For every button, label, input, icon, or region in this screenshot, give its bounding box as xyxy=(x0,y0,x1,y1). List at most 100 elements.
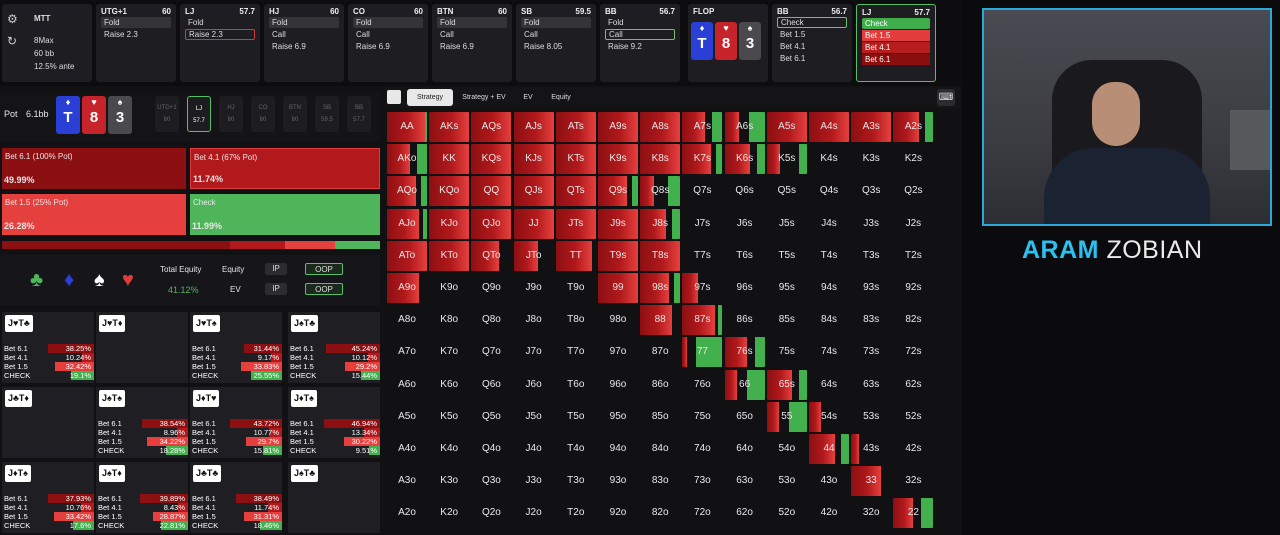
hand-cell-AJs[interactable]: AJs xyxy=(513,112,554,142)
gear-icon[interactable]: ⚙ xyxy=(7,12,18,26)
hand-cell-Q6o[interactable]: Q6o xyxy=(481,378,501,390)
hand-cell-T5s[interactable]: T5s xyxy=(778,249,796,261)
hand-cell-63o[interactable]: 63o xyxy=(736,475,753,487)
hand-cell-72o[interactable]: 72o xyxy=(694,507,711,519)
combo-card[interactable]: J♠T♠ Bet 6.1 38.54% Bet 4.1 8.96% Bet 1.5 34.2… xyxy=(96,387,188,458)
hand-cell-K8o[interactable]: K8o xyxy=(440,314,459,326)
hand-cell-92o[interactable]: 92o xyxy=(609,507,627,519)
hand-cell-K5s[interactable]: K5s xyxy=(766,144,807,175)
position-action[interactable]: Fold xyxy=(188,18,204,27)
hand-cell-52o[interactable]: 52o xyxy=(778,507,796,519)
hand-cell-98s[interactable]: 98s xyxy=(640,273,681,303)
combo-card[interactable]: J♠T♣ xyxy=(288,462,380,533)
hand-cell-J2o[interactable]: J2o xyxy=(525,507,542,519)
hand-cell-74s[interactable]: 74s xyxy=(820,346,838,358)
hand-cell-J9s[interactable]: J9s xyxy=(598,208,638,239)
strategy-option-3[interactable]: Check 11.99% xyxy=(190,194,380,235)
hand-cell-JTs[interactable]: JTs xyxy=(555,208,596,239)
bb-action-bet15[interactable]: Bet 1.5 xyxy=(780,30,806,39)
hand-cell-K2o[interactable]: K2o xyxy=(440,507,459,519)
hand-cell-K5o[interactable]: K5o xyxy=(440,410,459,422)
position-lj-postflop[interactable]: LJ 57.7 Check Bet 1.5 Bet 4.1 Bet 6.1 xyxy=(856,4,936,82)
hand-cell-K7o[interactable]: K7o xyxy=(440,346,459,358)
hand-cell-74o[interactable]: 74o xyxy=(694,443,711,454)
hand-cell-A4o[interactable]: A4o xyxy=(398,443,416,454)
hand-cell-Q8s[interactable]: Q8s xyxy=(640,176,681,207)
hand-cell-53s[interactable]: 53s xyxy=(863,410,880,422)
strategy-option-2[interactable]: Bet 1.5 (25% Pot) 26.28% xyxy=(2,194,186,235)
position-action[interactable]: Fold xyxy=(269,17,339,28)
hand-cell-J5o[interactable]: J5o xyxy=(525,410,542,422)
hand-cell-T9o[interactable]: T9o xyxy=(567,282,585,293)
hand-cell-86s[interactable]: 86s xyxy=(736,314,753,326)
hand-cell-AKo[interactable]: AKo xyxy=(387,144,427,175)
hand-cell-73s[interactable]: 73s xyxy=(863,346,880,358)
hand-cell-KK[interactable]: KK xyxy=(429,144,470,175)
ev-oop-toggle[interactable]: OOP xyxy=(305,283,343,295)
hand-cell-93s[interactable]: 93s xyxy=(863,282,880,293)
mini-position-co[interactable]: CO 60 xyxy=(251,96,275,132)
hand-cell-94s[interactable]: 94s xyxy=(820,282,838,293)
hand-cell-65s[interactable]: 65s xyxy=(766,369,807,400)
bb-action-bet41[interactable]: Bet 4.1 xyxy=(780,42,806,51)
hand-cell-A3s[interactable]: A3s xyxy=(851,112,892,142)
hand-cell-AKs[interactable]: AKs xyxy=(429,112,470,142)
lj-action-check[interactable]: Check xyxy=(862,18,930,29)
hand-cell-T3s[interactable]: T3s xyxy=(862,249,880,261)
hand-cell-Q4s[interactable]: Q4s xyxy=(819,185,839,197)
hand-cell-88[interactable]: 88 xyxy=(640,305,680,336)
position-action[interactable]: Call xyxy=(605,29,675,40)
hand-cell-84s[interactable]: 84s xyxy=(820,314,838,326)
hand-cell-KTs[interactable]: KTs xyxy=(555,144,596,175)
position-action[interactable]: Call xyxy=(440,30,454,39)
hand-cell-A5s[interactable]: A5s xyxy=(766,112,807,142)
hand-cell-A2o[interactable]: A2o xyxy=(398,507,416,519)
hand-cell-A7s[interactable]: A7s xyxy=(682,112,723,142)
hand-cell-A7o[interactable]: A7o xyxy=(398,346,416,358)
hand-cell-J3o[interactable]: J3o xyxy=(525,475,542,487)
hand-cell-J9o[interactable]: J9o xyxy=(525,282,542,293)
heart-icon[interactable]: ♥ xyxy=(122,269,134,291)
hand-cell-85o[interactable]: 85o xyxy=(651,410,669,422)
hand-cell-63s[interactable]: 63s xyxy=(863,378,880,390)
position-action[interactable]: Raise 9.2 xyxy=(608,42,642,51)
hand-cell-86o[interactable]: 86o xyxy=(651,378,669,390)
hand-cell-Q3o[interactable]: Q3o xyxy=(481,475,501,487)
hand-cell-Q6s[interactable]: Q6s xyxy=(735,185,754,197)
hand-cell-K6s[interactable]: K6s xyxy=(724,144,765,175)
combo-card[interactable]: J♠T♦ Bet 6.1 39.89% Bet 4.1 8.43% Bet 1.5 28.8… xyxy=(96,462,188,533)
hand-cell-A8o[interactable]: A8o xyxy=(398,314,416,326)
position-action[interactable]: Fold xyxy=(521,17,591,28)
hand-cell-ATo[interactable]: ATo xyxy=(387,240,427,271)
hand-cell-AQs[interactable]: AQs xyxy=(471,112,512,142)
hand-cell-TT[interactable]: TT xyxy=(555,240,596,271)
hand-cell-KJo[interactable]: KJo xyxy=(429,208,470,239)
hand-cell-QTs[interactable]: QTs xyxy=(555,176,596,207)
hand-cell-J3s[interactable]: J3s xyxy=(863,217,879,229)
hand-cell-32o[interactable]: 32o xyxy=(862,507,880,519)
hand-cell-Q5s[interactable]: Q5s xyxy=(777,185,796,197)
equity-oop-toggle[interactable]: OOP xyxy=(305,263,343,275)
position-bb-postflop[interactable]: BB 56.7 Check Bet 1.5 Bet 4.1 Bet 6.1 xyxy=(772,4,852,82)
hand-cell-T2s[interactable]: T2s xyxy=(905,249,922,261)
hand-cell-AJo[interactable]: AJo xyxy=(387,208,427,239)
hand-cell-83s[interactable]: 83s xyxy=(863,314,880,326)
hand-cell-Q8o[interactable]: Q8o xyxy=(481,314,501,326)
strategy-option-0[interactable]: Bet 6.1 (100% Pot) 49.99% xyxy=(2,148,186,189)
game-settings[interactable]: ⚙ ↻ MTT 8Max 60 bb 12.5% ante xyxy=(2,4,92,82)
hand-cell-K3o[interactable]: K3o xyxy=(440,475,459,487)
position-action[interactable]: Raise 2.3 xyxy=(185,29,255,40)
hand-cell-77[interactable]: 77 xyxy=(682,337,723,368)
position-hj[interactable]: HJ 60 Fold Call Raise 6.9 xyxy=(264,4,344,82)
hand-cell-J4o[interactable]: J4o xyxy=(525,443,542,454)
hand-cell-87o[interactable]: 87o xyxy=(651,346,669,358)
hand-cell-Q2s[interactable]: Q2s xyxy=(904,185,923,197)
hand-cell-T8o[interactable]: T8o xyxy=(567,314,585,326)
lj-action-bet41[interactable]: Bet 4.1 xyxy=(862,42,930,53)
bb-action-bet61[interactable]: Bet 6.1 xyxy=(780,54,806,63)
hand-cell-J6s[interactable]: J6s xyxy=(736,217,753,229)
hand-cell-QJo[interactable]: QJo xyxy=(471,208,512,239)
hand-cell-KJs[interactable]: KJs xyxy=(513,144,554,175)
hand-cell-87s[interactable]: 87s xyxy=(682,305,723,336)
mini-position-utgplus1[interactable]: UTG+1 60 xyxy=(155,96,179,132)
